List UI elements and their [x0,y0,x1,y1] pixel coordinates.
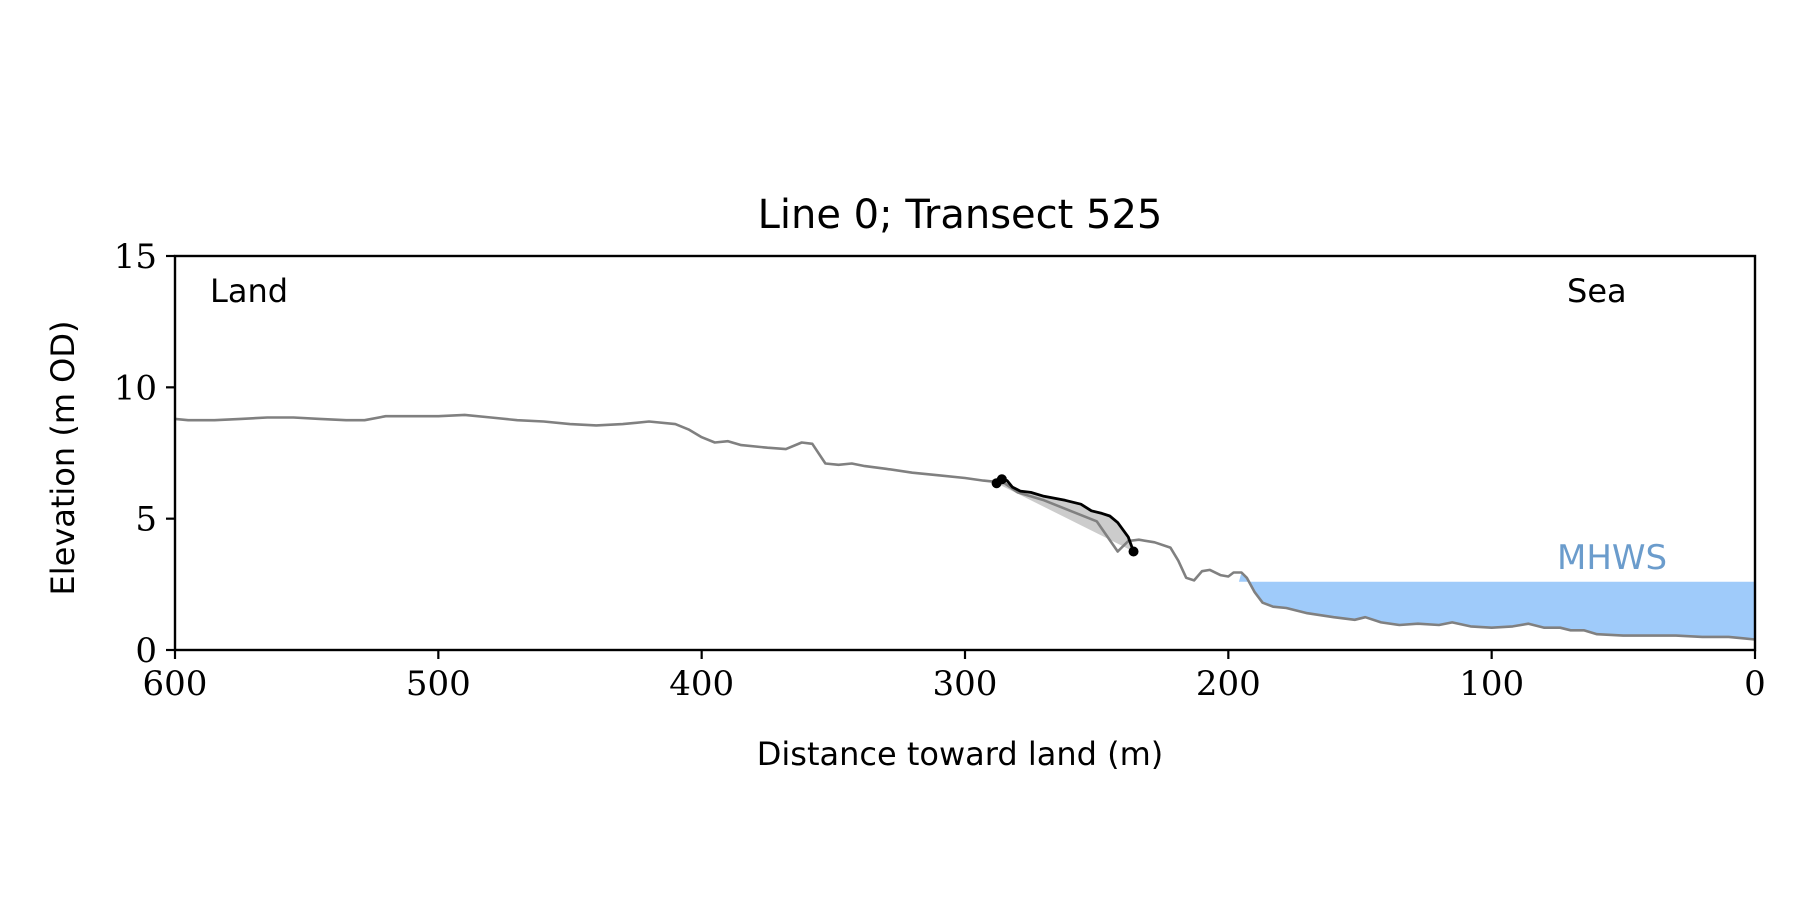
x-tick-label-600: 600 [143,664,208,704]
x-tick-label-0: 0 [1744,664,1766,704]
cliff-marker-2 [1128,546,1139,557]
sea-annotation: Sea [1567,272,1627,310]
y-axis-label: Elevation (m OD) [44,321,82,596]
x-axis-label: Distance toward land (m) [757,735,1163,773]
cliff-marker-1 [996,474,1007,485]
x-tick-label-100: 100 [1459,664,1524,704]
x-tick-label-500: 500 [406,664,471,704]
y-tick-label-5: 5 [135,500,157,540]
mhws-water-area [1238,572,1755,640]
x-tick-label-300: 300 [933,664,998,704]
land-annotation: Land [210,272,288,310]
x-tick-label-400: 400 [669,664,734,704]
elevation-profile-line [174,413,1756,641]
cliff-face-line [995,477,1135,552]
y-tick-label-0: 0 [135,631,157,671]
chart-title: Line 0; Transect 525 [758,192,1163,238]
mhws-label: MHWS [1557,538,1667,578]
y-tick-label-10: 10 [114,368,157,408]
x-tick-label-200: 200 [1196,664,1261,704]
chart-text: Line 0; Transect 525 Distance toward lan… [44,192,1667,773]
y-tick-label-15: 15 [114,237,157,277]
plot-area: 600 500 400 300 200 100 0 0 5 10 15 [114,237,1766,704]
